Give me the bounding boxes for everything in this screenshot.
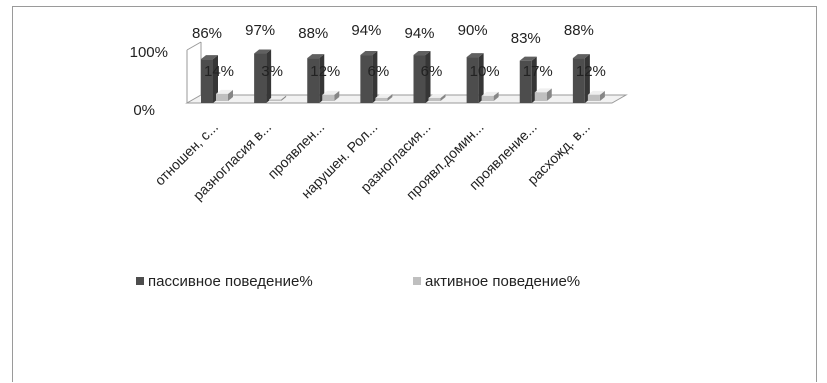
bar-passive-side: [319, 54, 325, 103]
bar-active: [216, 93, 228, 101]
bar-active-side: [599, 90, 605, 101]
data-label-passive: 88%: [298, 25, 328, 42]
bar-active: [534, 92, 547, 101]
bar-passive-top: [360, 51, 378, 56]
data-label-active: 6%: [368, 63, 390, 80]
bar-passive-top: [201, 55, 218, 60]
bar-passive-side: [478, 53, 484, 103]
data-label-active: 14%: [204, 63, 234, 80]
bar-active: [322, 94, 335, 101]
bar-passive: [466, 57, 479, 103]
bar-passive-top: [307, 54, 325, 59]
bar-passive-side: [425, 51, 431, 103]
bar-passive-top: [413, 51, 431, 56]
bar-passive-side: [266, 49, 272, 103]
bar-active-top: [269, 95, 287, 100]
data-label-passive: 97%: [245, 22, 275, 39]
bar-passive-top: [572, 54, 590, 59]
bar-passive: [254, 53, 267, 103]
bar-active: [375, 97, 388, 101]
legend-swatch-active: [413, 277, 421, 285]
data-label-passive: 94%: [351, 22, 381, 39]
legend-label-active: активное поведение%: [425, 273, 580, 290]
bar-active-top: [375, 93, 393, 98]
y-tick-label: 100%: [130, 44, 168, 61]
bar-active: [428, 97, 441, 101]
data-label-passive: 86%: [192, 25, 222, 42]
y-tick-label: 0%: [133, 102, 155, 119]
bar-passive-side: [531, 56, 537, 103]
data-label-active: 12%: [576, 63, 606, 80]
bar-passive: [307, 58, 320, 103]
bar-active-side: [334, 90, 340, 101]
bar-passive-side: [372, 51, 378, 103]
legend-label-passive: пассивное поведение%: [148, 273, 313, 290]
bar-active-side: [228, 89, 233, 101]
bar-passive: [201, 59, 213, 103]
bar-active: [269, 99, 282, 101]
bar-passive-side: [213, 55, 218, 103]
data-label-active: 12%: [310, 63, 340, 80]
bar-passive: [360, 55, 373, 103]
bar-active-top: [587, 90, 605, 95]
bar-passive-side: [584, 54, 590, 103]
bar-active-top: [534, 88, 552, 93]
data-label-passive: 94%: [404, 25, 434, 42]
data-label-active: 17%: [523, 63, 553, 80]
chart-floor: [185, 94, 628, 104]
bar-active-side: [281, 95, 287, 101]
bar-passive-top: [254, 49, 272, 54]
bar-active: [481, 95, 494, 101]
bar-passive-top: [466, 53, 484, 58]
data-label-passive: 90%: [458, 22, 488, 39]
data-label-passive: 83%: [511, 30, 541, 47]
bar-active-side: [387, 93, 393, 101]
bar-passive: [572, 58, 585, 103]
bar-active-top: [481, 91, 499, 96]
legend-swatch-passive: [136, 277, 144, 285]
bar-active-side: [546, 88, 552, 101]
bar-active-top: [216, 89, 233, 94]
bar-active-side: [440, 93, 446, 101]
bar-active: [587, 94, 600, 101]
data-label-active: 6%: [421, 63, 443, 80]
data-label-active: 10%: [470, 63, 500, 80]
bar-active-top: [428, 93, 446, 98]
bar-active-top: [322, 90, 340, 95]
data-label-active: 3%: [261, 63, 283, 80]
data-label-passive: 88%: [564, 22, 594, 39]
bar-passive: [519, 60, 532, 103]
wall-top-edge: [186, 41, 202, 51]
bar-passive-top: [519, 56, 537, 61]
bar-passive: [413, 55, 426, 103]
bar-active-side: [493, 91, 499, 101]
